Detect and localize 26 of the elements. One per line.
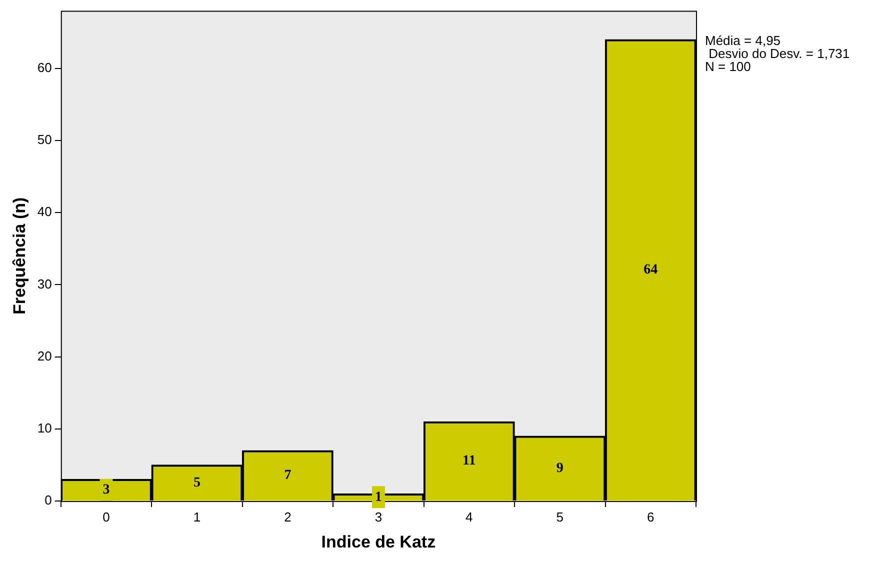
data-label: 3	[102, 482, 110, 498]
data-label: 1	[374, 490, 382, 505]
data-label: 9	[556, 460, 564, 476]
y-tick-label: 30	[37, 276, 52, 292]
x-tick-label: 5	[556, 509, 564, 524]
data-label: 64	[644, 262, 658, 278]
data-label: 7	[284, 468, 292, 484]
data-label: 5	[193, 475, 200, 490]
x-tick-label: 3	[374, 509, 382, 524]
text: Desvio do Desv. = 1,731	[705, 46, 850, 61]
x-axis-title: Indice de Katz	[321, 532, 436, 552]
x-tick-label: 6	[647, 509, 654, 524]
data-label: 11	[462, 454, 476, 469]
y-tick-label: 50	[37, 132, 52, 148]
text: N = 100	[705, 58, 751, 74]
text: Média = 4,95	[705, 32, 781, 48]
y-tick-label: 0	[44, 492, 52, 508]
y-tick-label: 60	[37, 60, 52, 76]
x-tick-label: 0	[102, 509, 110, 524]
x-tick-label: 2	[284, 509, 292, 524]
y-tick-label: 20	[37, 348, 52, 364]
x-tick-label: 1	[193, 509, 201, 524]
y-tick-label: 40	[37, 204, 52, 220]
x-tick-label: 4	[466, 509, 473, 524]
y-tick-label: 10	[37, 420, 52, 436]
y-axis-title: Frequência (n)	[10, 197, 29, 314]
